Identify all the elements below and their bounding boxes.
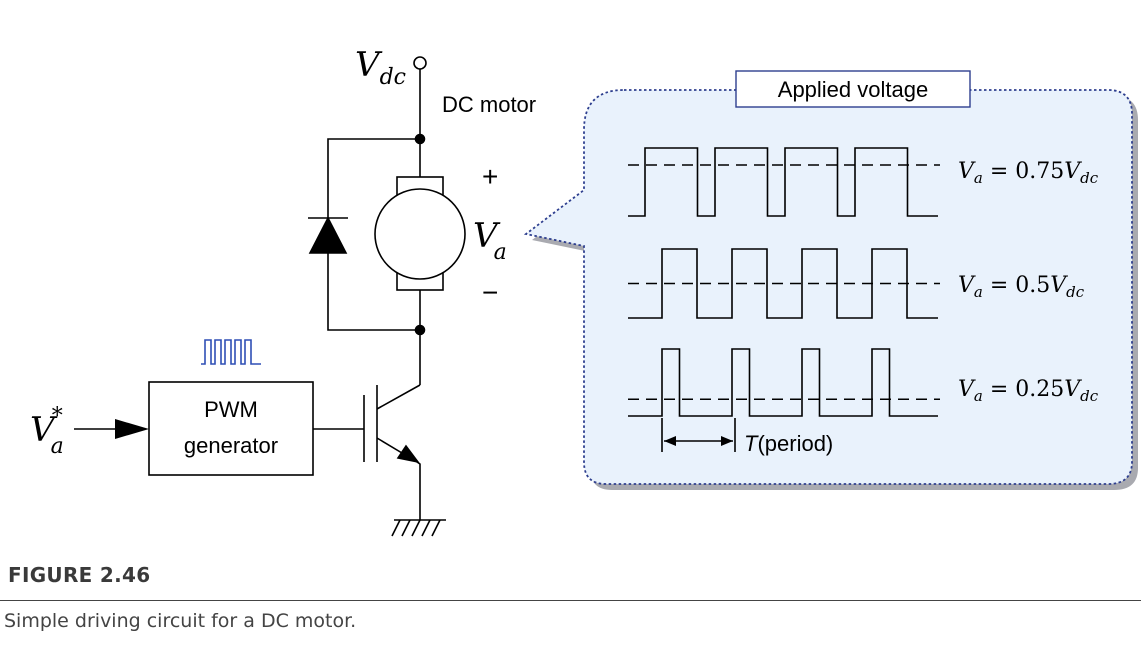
dc-motor-label: DC motor xyxy=(442,92,536,117)
callout-title-box xyxy=(735,70,971,108)
waveforms xyxy=(628,147,940,417)
eq-075-a: a xyxy=(974,169,983,187)
va-star-main: V xyxy=(30,410,58,450)
igbt-emitter-arrow xyxy=(396,444,420,464)
vdc-main: V xyxy=(355,45,383,85)
motor-armature xyxy=(374,188,466,280)
eq-05-v: V xyxy=(958,273,976,298)
va-star-label: Va * xyxy=(30,404,64,459)
va-sub: a xyxy=(494,240,507,265)
callout-balloon xyxy=(523,89,1133,485)
eq-075-v2: V xyxy=(1064,159,1082,184)
diode-top-wire xyxy=(327,138,420,218)
eq-025-v2: V xyxy=(1064,377,1082,402)
emitter-wire xyxy=(413,459,421,520)
va-label: Va xyxy=(473,216,507,265)
ground-hatch xyxy=(391,519,441,537)
pulse-train-icon xyxy=(201,339,261,365)
applied-voltage-callout: Applied voltage xyxy=(523,70,1138,490)
caption-divider xyxy=(0,600,1141,601)
eq-025-a: a xyxy=(974,387,983,405)
eq-05: Va = 0.5Vdc xyxy=(958,273,1085,301)
period-arrow-right-head xyxy=(721,436,733,446)
eq-025: Va = 0.25Vdc xyxy=(958,377,1099,405)
va-star-sub: a xyxy=(51,434,64,459)
svg-text:Va = 0.75Vdc: Va = 0.75Vdc xyxy=(958,159,1099,187)
input-arrow-head xyxy=(115,419,149,439)
circuit xyxy=(74,56,466,537)
vdc-sub: dc xyxy=(380,65,406,90)
eq-05-mid: = 0.5 xyxy=(983,273,1050,298)
va-main: V xyxy=(473,216,501,256)
svg-text:Va = 0.5Vdc: Va = 0.5Vdc xyxy=(958,273,1085,301)
pwm-waveform-0 xyxy=(628,147,938,217)
igbt-collector xyxy=(376,384,421,410)
figure-caption: Simple driving circuit for a DC motor. xyxy=(4,610,357,632)
pwm-generator-box xyxy=(148,381,314,476)
vdc-terminal xyxy=(413,56,427,70)
diode-triangle xyxy=(308,216,348,254)
minus-sign: − xyxy=(482,277,498,308)
period-text: (period) xyxy=(757,431,833,456)
eq-075-dc: dc xyxy=(1080,169,1099,187)
eq-05-v2: V xyxy=(1050,273,1068,298)
period-t: T xyxy=(744,431,759,456)
eq-025-dc: dc xyxy=(1080,387,1099,405)
eq-075-mid: = 0.75 xyxy=(983,159,1064,184)
pwm-waveform-2 xyxy=(628,348,938,417)
eq-05-a: a xyxy=(974,283,983,301)
va-star-sup: * xyxy=(52,404,63,429)
svg-text:Va = 0.25Vdc: Va = 0.25Vdc xyxy=(958,377,1099,405)
eq-05-dc: dc xyxy=(1066,283,1085,301)
eq-025-mid: = 0.25 xyxy=(983,377,1064,402)
vdc-label: Vdc xyxy=(355,45,406,90)
period-arrow-left-head xyxy=(664,436,676,446)
period-marker xyxy=(661,418,736,452)
pwm-label-line1: PWM xyxy=(204,397,258,422)
pwm-waveform-1 xyxy=(628,248,938,319)
figure-heading: FIGURE 2.46 xyxy=(8,563,151,587)
period-label: T(period) xyxy=(744,431,833,456)
plus-sign: + xyxy=(482,161,498,192)
diode-bottom-wire xyxy=(327,253,420,331)
eq-025-v: V xyxy=(958,377,976,402)
eq-075: Va = 0.75Vdc xyxy=(958,159,1099,187)
callout-title: Applied voltage xyxy=(778,77,928,102)
pwm-label-line2: generator xyxy=(184,433,278,458)
eq-075-v: V xyxy=(958,159,976,184)
